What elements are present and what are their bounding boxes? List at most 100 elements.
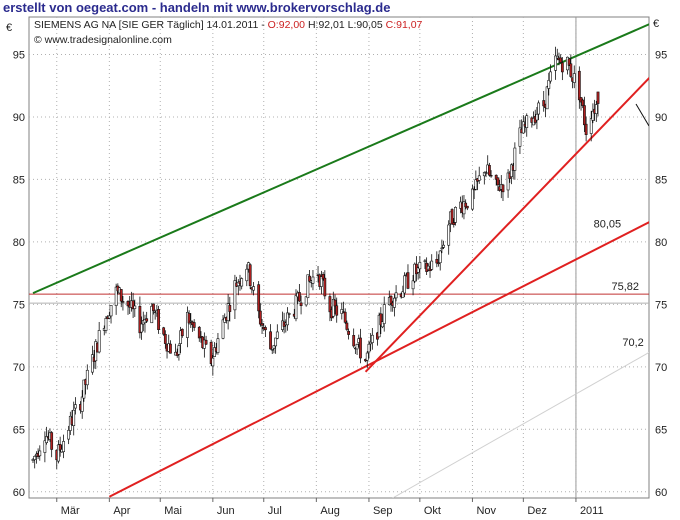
candle-body xyxy=(465,205,469,209)
candle-body xyxy=(320,276,323,287)
candle-body xyxy=(138,305,142,334)
candle-body xyxy=(189,320,193,322)
candle-body xyxy=(501,184,505,193)
candle-body xyxy=(477,175,481,181)
open-value: O:92,00 xyxy=(268,19,306,31)
candle-body xyxy=(252,286,255,291)
candle-body xyxy=(581,99,585,106)
candle-body xyxy=(594,104,598,114)
candle-body xyxy=(109,305,113,317)
candle-body xyxy=(150,305,154,324)
candle-body xyxy=(57,444,60,462)
candle-body xyxy=(525,115,529,128)
candle-body xyxy=(45,436,48,443)
candle-body xyxy=(382,304,386,324)
candle-body xyxy=(245,268,249,282)
close-value: C:91,07 xyxy=(386,19,423,31)
candle-body xyxy=(179,330,183,344)
candle-body xyxy=(352,335,356,347)
x-axis: Mär Apr Mai Jun Jul Aug Sep Okt Nov Dez 2011 xyxy=(56,498,604,517)
candle-body xyxy=(440,247,444,250)
y-tick-label: 75 xyxy=(13,299,25,311)
candle-body xyxy=(185,312,189,338)
candle-body xyxy=(377,314,381,338)
candle-body xyxy=(131,300,135,310)
x-tick-label: Nov xyxy=(476,505,496,517)
candles xyxy=(31,46,600,470)
candle-body xyxy=(406,272,410,289)
candle-body xyxy=(560,62,564,73)
candle-body xyxy=(104,318,108,331)
candle-body xyxy=(197,326,201,339)
candle-body xyxy=(559,57,563,63)
candle-body xyxy=(323,277,327,297)
candle-body xyxy=(297,292,301,302)
candle-body xyxy=(67,429,71,440)
page-title: erstellt von oegeat.com - handeln mit ww… xyxy=(3,0,391,15)
candle-body xyxy=(152,303,155,311)
candle-body xyxy=(488,165,491,176)
candle-body xyxy=(474,179,478,190)
info-line: SIEMENS AG NA [SIE GER Täglich] 14.01.20… xyxy=(34,19,423,31)
x-tick-label: Mär xyxy=(61,505,80,517)
candle-body xyxy=(494,174,498,180)
candle-body xyxy=(484,172,488,175)
candle-body xyxy=(287,313,291,315)
candle-body xyxy=(462,201,466,215)
horizontal-line-label: 75,82 xyxy=(611,281,639,293)
low-value: L:90,05 xyxy=(348,19,383,31)
candle-body xyxy=(260,323,264,326)
candle-body xyxy=(248,264,252,287)
candle-body xyxy=(454,207,457,223)
candle-body xyxy=(589,118,593,134)
candle-body xyxy=(97,330,101,353)
candle-body xyxy=(401,291,405,298)
candle-body xyxy=(192,322,196,328)
candle-body xyxy=(299,302,303,307)
candle-body xyxy=(240,278,244,287)
candle-body xyxy=(133,305,137,309)
candle-body xyxy=(162,327,166,335)
candle-body xyxy=(331,299,335,317)
candle-body xyxy=(365,352,369,361)
x-tick-label: Apr xyxy=(113,505,130,517)
candle-body xyxy=(43,440,47,453)
y-tick-label: 90 xyxy=(13,112,25,124)
candle-body xyxy=(577,70,581,101)
candle-body xyxy=(442,244,446,248)
candle-body xyxy=(140,323,143,333)
x-tick-label: Dez xyxy=(527,505,547,517)
y-tick-label: 85 xyxy=(13,174,25,186)
candle-body xyxy=(74,404,77,409)
candle-body xyxy=(518,127,522,147)
candle-body xyxy=(355,344,359,350)
candle-body xyxy=(169,343,172,354)
candle-body xyxy=(447,224,451,246)
candle-body xyxy=(211,357,215,367)
candle-body xyxy=(226,303,230,322)
candle-body xyxy=(423,260,427,262)
candle-body xyxy=(80,396,84,412)
candle-body xyxy=(537,102,541,115)
candle-body xyxy=(304,296,308,306)
x-tick-label: Jul xyxy=(268,505,282,517)
y-tick-label-right: 90 xyxy=(655,112,667,124)
candle-body xyxy=(270,349,274,351)
y-tick-label-right: 80 xyxy=(655,237,667,249)
candle-body xyxy=(437,262,440,265)
y-axis: 60 60 65 65 70 70 75 75 80 80 85 85 90 90 95 95 xyxy=(13,49,668,498)
source-credit: © www.tradesignalonline.com xyxy=(34,34,172,46)
candle-body xyxy=(306,274,310,299)
high-value: H:92,01 xyxy=(308,19,345,31)
x-tick-label: Okt xyxy=(424,505,441,517)
candle-body xyxy=(567,58,571,66)
candle-body xyxy=(510,164,513,177)
candle-body xyxy=(403,275,406,294)
candle-body xyxy=(50,432,54,450)
candle-body xyxy=(381,321,384,328)
y-tick-label-right: 75 xyxy=(655,299,667,311)
candle-body xyxy=(119,289,123,302)
y-tick-label-right: 60 xyxy=(655,487,667,499)
candle-body xyxy=(547,80,551,89)
